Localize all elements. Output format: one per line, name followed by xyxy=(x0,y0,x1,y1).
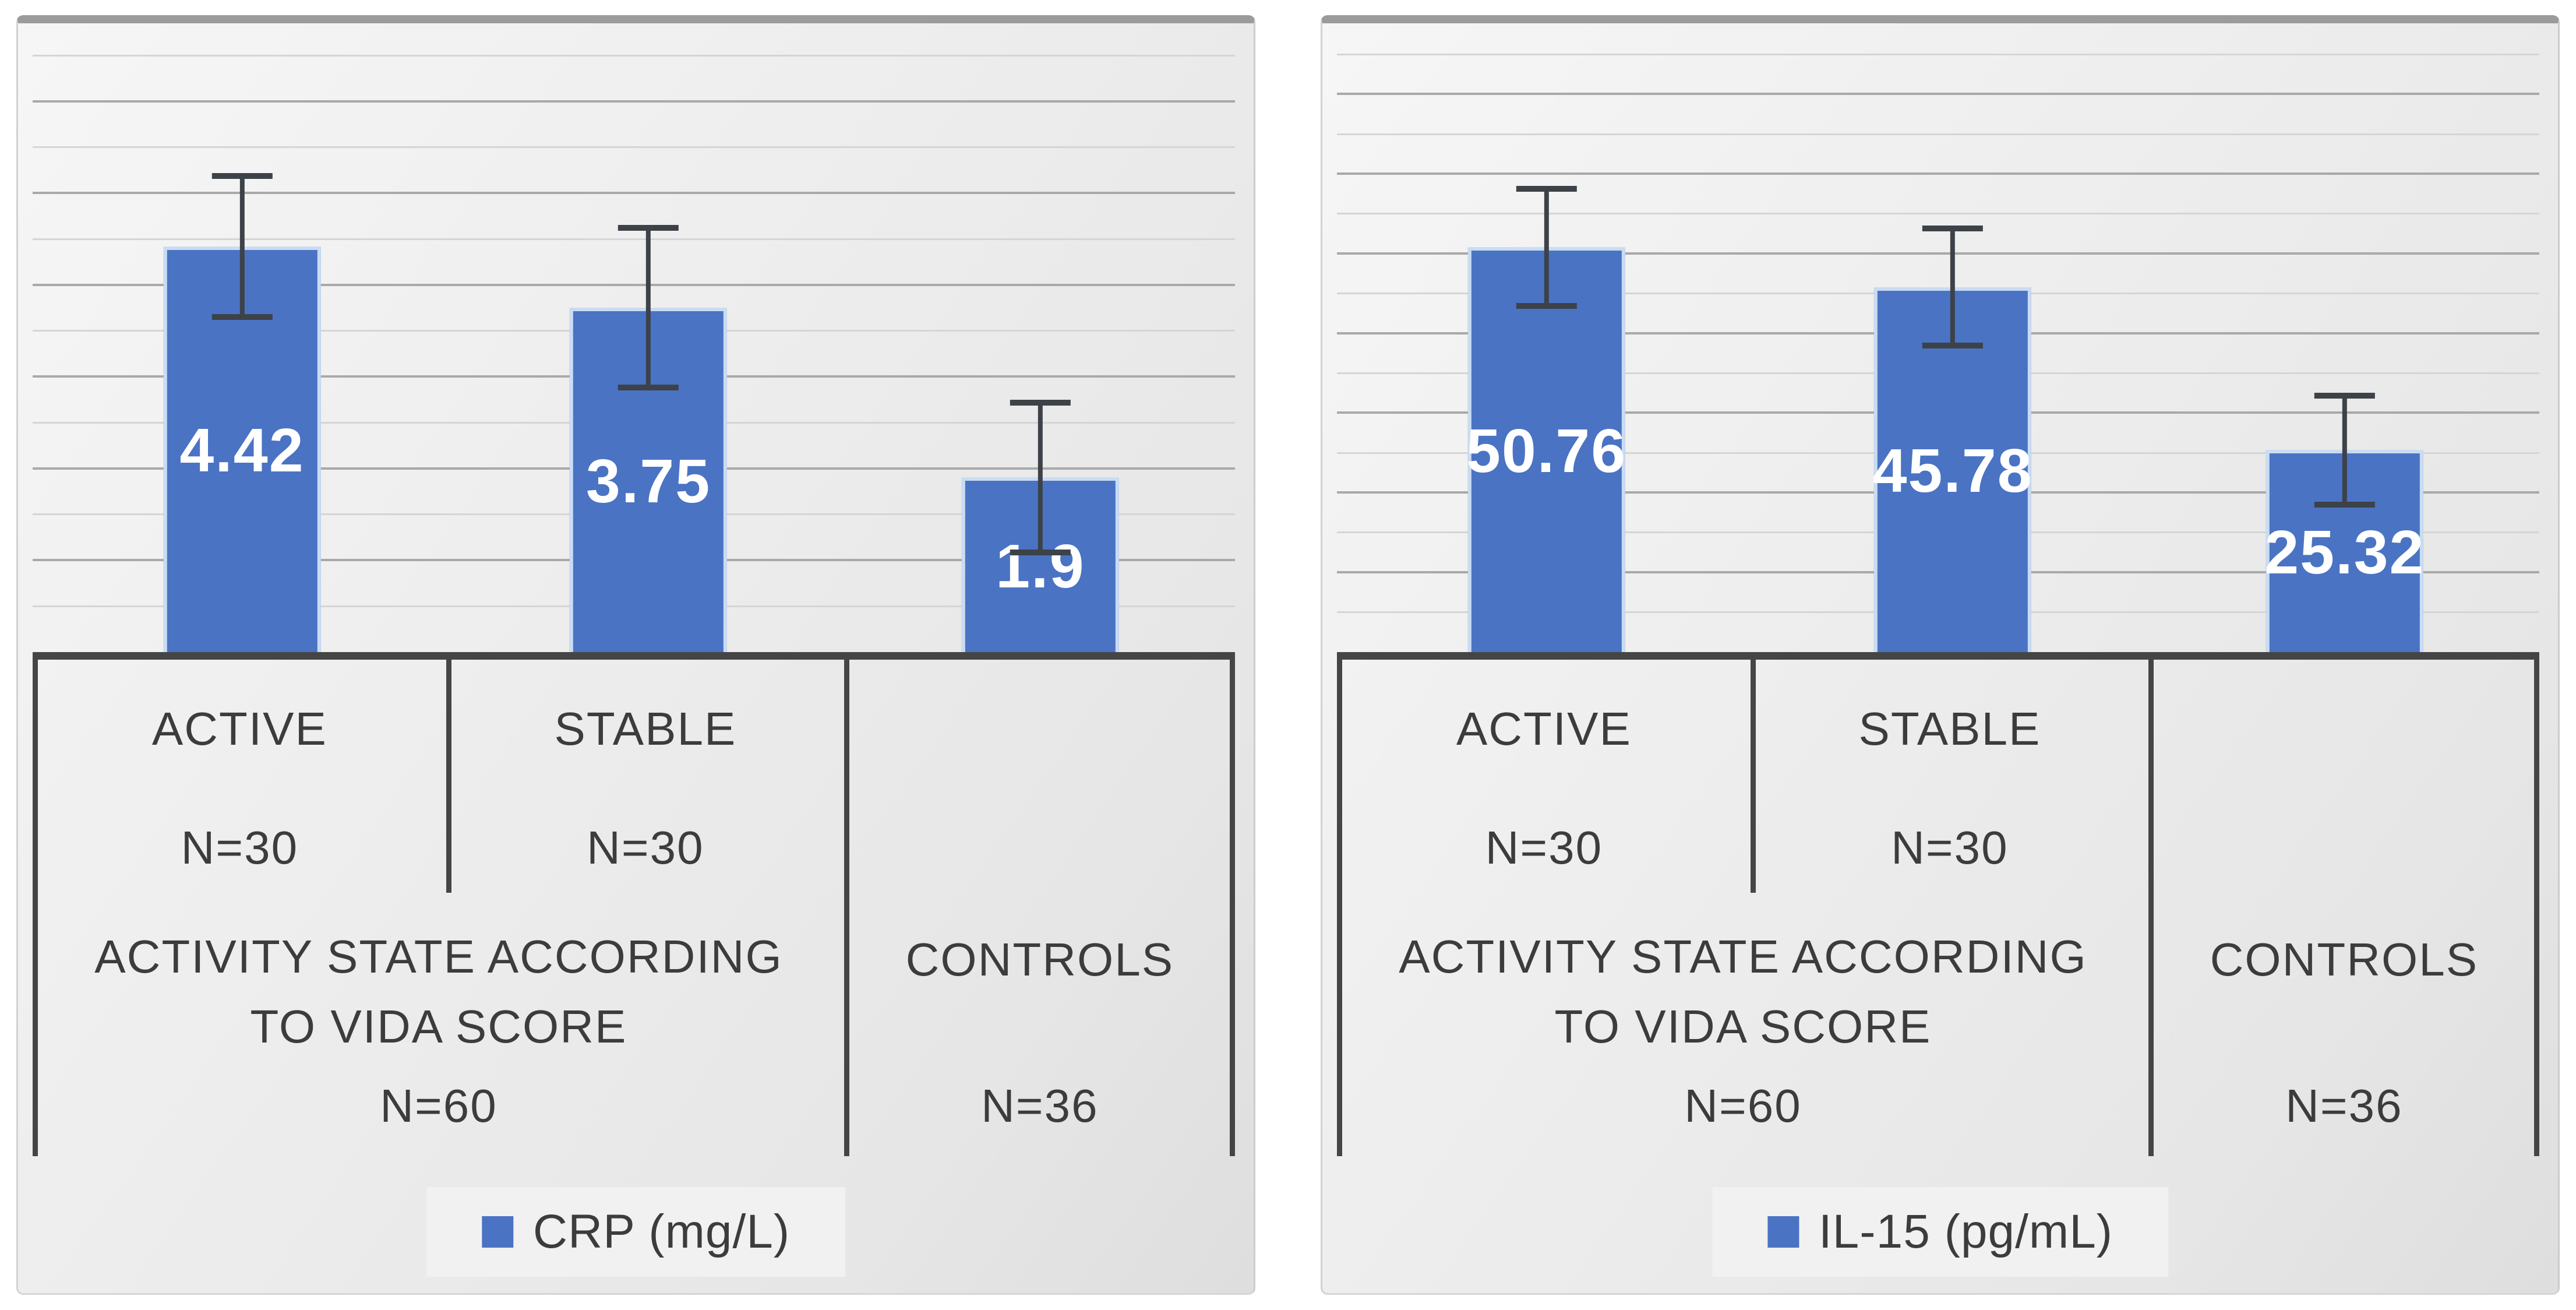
error-bar-cap-top xyxy=(211,172,273,179)
minor-gridline xyxy=(1337,53,2540,55)
crp-category-axis: ACTIVE STABLE N=30 N=30 ACTIVITY STATE A… xyxy=(33,652,1236,1156)
axis-divider-stable-controls xyxy=(844,659,850,1156)
il15-legend: IL-15 (pg/mL) xyxy=(1712,1186,2169,1277)
il15-error-bar-stable xyxy=(1922,226,1984,348)
il15-plot-area: 50.76 45.78 xyxy=(1337,46,2540,652)
error-bar-stem xyxy=(1544,186,1549,309)
il15-bar-active: 50.76 xyxy=(1466,247,1627,652)
error-bar-cap-top xyxy=(2314,392,2375,399)
error-bar-stem xyxy=(2342,392,2347,508)
error-bar-cap-bottom xyxy=(211,314,273,320)
category-label-active: ACTIVE xyxy=(151,702,327,755)
error-bar-stem xyxy=(1950,226,1956,348)
minor-gridline xyxy=(33,54,1236,57)
crp-error-bar-stable xyxy=(618,225,679,390)
category-label-active: ACTIVE xyxy=(1456,702,1632,755)
axis-line-right xyxy=(1230,659,1236,1156)
error-bar-cap-bottom xyxy=(1922,342,1984,348)
category-n-stable: N=30 xyxy=(1891,822,2009,874)
major-gridline xyxy=(33,192,1236,195)
axis-divider-active-stable xyxy=(1751,659,1756,893)
il15-error-bar-controls xyxy=(2314,392,2375,508)
axis-line-right xyxy=(2534,659,2540,1156)
crp-data-label-active: 4.42 xyxy=(179,416,305,485)
error-bar-stem xyxy=(646,225,651,390)
category-label-controls: CONTROLS xyxy=(2210,934,2479,986)
minor-gridline xyxy=(1337,133,2540,135)
category-n-active: N=30 xyxy=(181,822,299,874)
crp-legend: CRP (mg/L) xyxy=(426,1186,846,1277)
crp-bar-slot-active: 4.42 xyxy=(163,46,321,652)
il15-data-label-stable: 45.78 xyxy=(1872,436,2033,506)
minor-gridline xyxy=(33,146,1236,149)
axis-line-left xyxy=(33,659,38,1156)
error-bar-cap-top xyxy=(1922,226,1984,232)
error-bar-cap-bottom xyxy=(1516,302,1577,309)
axis-line-left xyxy=(1337,659,1343,1156)
il15-chart: 50.76 45.78 xyxy=(1321,15,2560,1295)
minor-gridline xyxy=(33,238,1236,240)
crp-chart: 4.42 3.75 1. xyxy=(16,15,1255,1295)
major-gridline xyxy=(33,100,1236,103)
major-gridline xyxy=(1337,252,2540,255)
il15-data-label-controls: 25.32 xyxy=(2264,517,2425,587)
category-label-controls: CONTROLS xyxy=(905,934,1174,986)
il15-data-label-active: 50.76 xyxy=(1466,417,1627,485)
major-gridline xyxy=(1337,93,2540,96)
legend-label: CRP (mg/L) xyxy=(532,1205,791,1258)
category-n-controls: N=36 xyxy=(2285,1080,2403,1132)
legend-marker-icon xyxy=(1767,1216,1799,1248)
crp-bar-slot-controls: 1.9 xyxy=(961,46,1120,652)
crp-data-label-stable: 3.75 xyxy=(585,446,711,516)
error-bar-cap-top xyxy=(1010,399,1071,406)
error-bar-cap-bottom xyxy=(1010,550,1071,556)
group-label: ACTIVITY STATE ACCORDING TO VIDA SCORE xyxy=(1399,931,2087,1053)
category-n-stable: N=30 xyxy=(587,822,704,874)
axis-divider-stable-controls xyxy=(2148,659,2154,1156)
group-n: N=60 xyxy=(380,1080,497,1132)
axis-divider-active-stable xyxy=(446,659,452,893)
legend-marker-icon xyxy=(481,1216,513,1248)
error-bar-stem xyxy=(239,172,245,320)
category-label-stable: STABLE xyxy=(1858,702,2041,755)
group-label: ACTIVITY STATE ACCORDING TO VIDA SCORE xyxy=(94,931,783,1053)
crp-error-bar-active xyxy=(211,172,273,320)
crp-plot-area: 4.42 3.75 1. xyxy=(33,46,1236,652)
il15-bar-slot-controls: 25.32 xyxy=(2264,46,2425,652)
error-bar-cap-bottom xyxy=(2314,501,2375,508)
il15-bar-slot-stable: 45.78 xyxy=(1872,46,2033,652)
minor-gridline xyxy=(1337,213,2540,215)
major-gridline xyxy=(1337,172,2540,175)
il15-error-bar-active xyxy=(1516,186,1577,309)
crp-bar-slot-stable: 3.75 xyxy=(569,46,728,652)
error-bar-cap-bottom xyxy=(618,384,679,390)
error-bar-cap-top xyxy=(1516,186,1577,192)
il15-category-axis: ACTIVE STABLE N=30 N=30 ACTIVITY STATE A… xyxy=(1337,652,2540,1156)
category-n-controls: N=36 xyxy=(981,1080,1099,1132)
group-n: N=60 xyxy=(1684,1080,1802,1132)
il15-bar-slot-active: 50.76 xyxy=(1466,46,1627,652)
category-label-stable: STABLE xyxy=(554,702,737,755)
legend-label: IL-15 (pg/mL) xyxy=(1818,1205,2113,1258)
major-gridline xyxy=(33,283,1236,286)
category-n-active: N=30 xyxy=(1485,822,1603,874)
error-bar-stem xyxy=(1038,399,1043,556)
error-bar-cap-top xyxy=(618,225,679,231)
crp-error-bar-controls xyxy=(1010,399,1071,556)
